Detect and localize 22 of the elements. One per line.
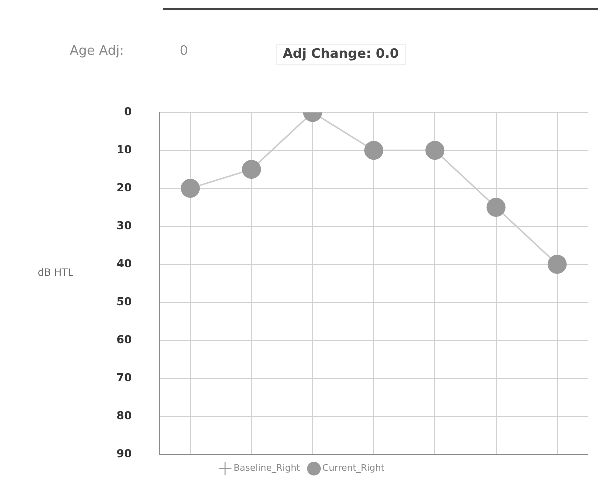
y-tick-label: 80	[116, 409, 132, 422]
point	[426, 141, 445, 160]
y-tick-label: 40	[116, 257, 132, 270]
text: Adj Change: 0.0	[276, 44, 406, 65]
y-tick-label: 50	[116, 295, 132, 308]
point	[548, 255, 567, 274]
text: 0	[180, 44, 188, 59]
y-tick-label: 20	[116, 181, 132, 194]
point	[486, 198, 506, 218]
y-tick-label: 10	[116, 143, 132, 156]
y-tick-label: 0	[124, 105, 132, 118]
text: Age Adj:	[70, 44, 124, 59]
legend-label: Baseline_Right	[234, 464, 301, 474]
y-tick-label: 70	[116, 371, 132, 384]
point	[181, 179, 200, 198]
y-tick-label: 90	[116, 447, 132, 460]
y-tick-label: 60	[116, 333, 132, 346]
point	[364, 141, 384, 160]
point	[242, 160, 262, 180]
y-axis-title: dB HTL	[38, 268, 74, 279]
y-tick-label: 30	[116, 219, 132, 232]
legend-label: Current_Right	[322, 464, 386, 474]
